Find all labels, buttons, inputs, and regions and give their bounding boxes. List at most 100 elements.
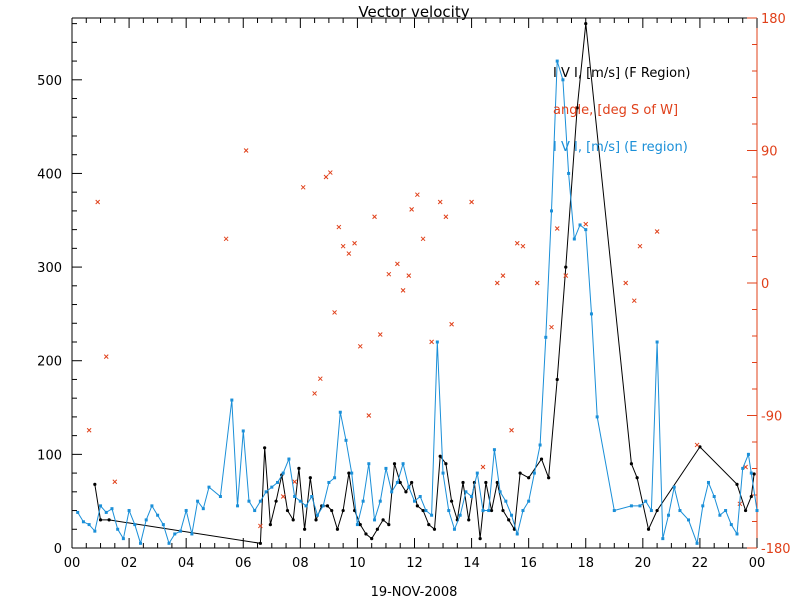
data-point bbox=[584, 228, 588, 232]
data-point bbox=[392, 462, 397, 466]
data-point bbox=[629, 504, 633, 508]
data-point bbox=[381, 518, 385, 522]
x-tick-label: 20 bbox=[635, 556, 652, 571]
data-point bbox=[564, 265, 568, 269]
marker-stroke bbox=[654, 229, 660, 234]
data-point bbox=[338, 410, 342, 414]
data-point bbox=[415, 192, 420, 198]
data-point bbox=[654, 229, 660, 234]
data-point bbox=[661, 537, 665, 541]
data-point bbox=[400, 288, 406, 293]
data-point bbox=[655, 508, 659, 513]
data-point bbox=[315, 513, 319, 517]
data-point bbox=[303, 527, 307, 531]
data-point bbox=[99, 504, 103, 508]
x-tick-label: 02 bbox=[121, 556, 138, 571]
data-point bbox=[435, 340, 439, 344]
data-point bbox=[364, 532, 368, 536]
legend-angle: angle, [deg S of W] bbox=[553, 103, 678, 118]
data-point bbox=[410, 480, 414, 485]
data-point bbox=[421, 508, 425, 513]
data-point bbox=[312, 391, 317, 396]
marker-stroke bbox=[400, 288, 406, 293]
data-point bbox=[544, 335, 548, 339]
data-point bbox=[352, 240, 357, 246]
data-point bbox=[387, 522, 391, 527]
marker-stroke bbox=[280, 494, 286, 499]
data-point bbox=[646, 527, 651, 531]
legend-f-region: I V I, [m/s] (F Region) bbox=[553, 66, 690, 81]
axis-ticks bbox=[71, 17, 758, 549]
data-point bbox=[268, 522, 272, 527]
data-point bbox=[207, 485, 211, 489]
data-point bbox=[386, 271, 392, 277]
marker-stroke bbox=[292, 479, 297, 485]
data-point bbox=[184, 509, 188, 513]
data-point bbox=[127, 509, 131, 513]
data-point bbox=[527, 499, 531, 503]
data-point bbox=[467, 518, 471, 522]
data-point bbox=[201, 507, 205, 511]
marker-stroke bbox=[480, 464, 486, 470]
x-tick-label: 00 bbox=[749, 556, 766, 571]
data-point bbox=[325, 504, 330, 508]
data-point bbox=[258, 499, 262, 503]
data-point bbox=[583, 221, 589, 227]
data-point bbox=[561, 78, 565, 82]
data-point bbox=[373, 518, 377, 522]
data-point bbox=[555, 59, 559, 63]
data-point bbox=[584, 22, 588, 26]
data-point bbox=[95, 199, 101, 205]
data-point bbox=[623, 280, 629, 286]
data-point bbox=[470, 494, 474, 498]
data-point bbox=[350, 471, 354, 475]
data-point bbox=[276, 480, 279, 484]
data-point bbox=[161, 523, 165, 527]
marker-stroke bbox=[95, 199, 101, 205]
data-point bbox=[494, 280, 500, 286]
data-point bbox=[578, 223, 582, 227]
data-point bbox=[521, 509, 525, 513]
marker-stroke bbox=[549, 324, 554, 330]
data-point bbox=[395, 480, 399, 484]
data-point bbox=[458, 513, 462, 517]
series-0 bbox=[93, 22, 756, 545]
marker-stroke bbox=[346, 251, 352, 256]
marker-stroke bbox=[327, 170, 333, 175]
data-point bbox=[98, 518, 103, 522]
data-point bbox=[401, 462, 405, 466]
data-point bbox=[429, 339, 434, 345]
chart-title: Vector velocity bbox=[358, 3, 469, 21]
y-left-tick-label: 100 bbox=[37, 448, 62, 463]
data-point bbox=[504, 499, 508, 503]
marker-stroke bbox=[500, 273, 506, 278]
marker-stroke bbox=[357, 343, 363, 349]
data-point bbox=[729, 523, 733, 527]
marker-stroke bbox=[469, 199, 474, 205]
data-point bbox=[430, 513, 434, 517]
data-point bbox=[370, 537, 374, 541]
data-point bbox=[178, 529, 182, 533]
marker-stroke bbox=[366, 413, 372, 418]
data-point bbox=[230, 398, 234, 402]
y-left-tick-label: 0 bbox=[54, 542, 62, 557]
data-point bbox=[449, 321, 454, 327]
marker-stroke bbox=[340, 243, 346, 249]
data-point bbox=[514, 240, 520, 246]
data-point bbox=[507, 518, 511, 522]
y-right-tick-label: -90 bbox=[761, 410, 782, 425]
marker-stroke bbox=[332, 310, 337, 315]
axis-tick-labels: 00 02 04 06 08 10 12 14 16 18 20 22 0001002003004005… bbox=[37, 12, 790, 571]
data-point bbox=[340, 243, 346, 249]
series-2 bbox=[76, 59, 759, 546]
data-point bbox=[285, 508, 290, 513]
marker-stroke bbox=[243, 148, 249, 153]
data-point bbox=[424, 509, 428, 513]
data-point bbox=[549, 324, 554, 330]
data-point bbox=[539, 457, 544, 461]
data-point bbox=[452, 527, 456, 531]
data-point bbox=[264, 490, 268, 494]
data-point bbox=[461, 480, 465, 485]
marker-stroke bbox=[494, 280, 500, 286]
data-point bbox=[133, 523, 137, 527]
